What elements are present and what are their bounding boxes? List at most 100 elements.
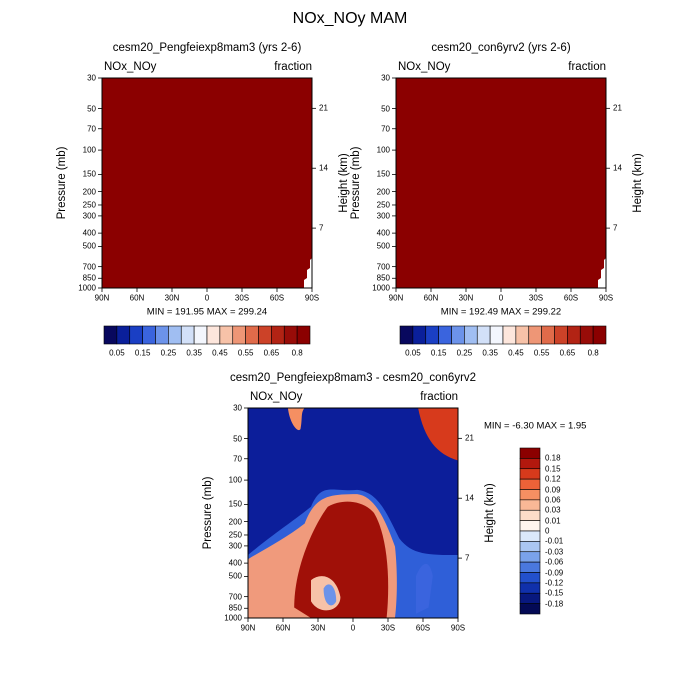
colorbar-swatch — [425, 325, 439, 345]
missing-data-region — [304, 258, 312, 288]
colorbar-swatch — [489, 325, 504, 345]
colorbar-swatch — [519, 478, 541, 490]
colorbar-swatch — [258, 325, 272, 345]
colorbar-swatch — [519, 509, 541, 521]
y2-tick-label: 14 — [465, 493, 474, 503]
y-tick-label: 70 — [233, 454, 242, 464]
y2-tick-label: 7 — [465, 553, 470, 563]
negative-anomaly-south — [416, 563, 433, 614]
colorbar-label: 0.8 — [291, 348, 303, 358]
colorbar-swatch — [519, 458, 541, 470]
panel-2 — [392, 77, 610, 292]
y-tick-label: 70 — [87, 124, 96, 134]
colorbar-swatch — [296, 325, 311, 345]
colorbar-label: 0.45 — [508, 348, 524, 358]
colorbar-swatch — [168, 325, 182, 345]
y-tick-label: 100 — [228, 475, 242, 485]
colorbar-swatch — [579, 325, 594, 345]
colorbar-swatch — [519, 468, 541, 480]
y2-axis-title: Height (km) — [484, 483, 496, 543]
y-tick-label: 400 — [82, 228, 96, 238]
colorbar-label: 0.03 — [545, 505, 561, 515]
y-tick-label: 250 — [376, 200, 390, 210]
colorbar-swatch — [519, 572, 541, 584]
colorbar-swatch — [519, 541, 541, 553]
y-tick-label: 850 — [82, 273, 96, 283]
y-tick-label: 200 — [376, 187, 390, 197]
colorbar-label: -0.09 — [545, 568, 564, 577]
plot-field — [102, 78, 312, 288]
y-tick-label: 30 — [381, 73, 390, 83]
colorbar-label: 0.8 — [587, 348, 599, 358]
colorbar-swatch — [519, 499, 541, 511]
y-tick-label: 50 — [233, 434, 242, 444]
colorbar-swatch — [519, 603, 541, 615]
y2-tick-label: 7 — [613, 223, 618, 233]
y-tick-label: 250 — [228, 530, 242, 540]
x-tick-label: 30N — [310, 623, 326, 633]
x-tick-label: 0 — [498, 293, 504, 303]
y-axis-title: Pressure (mb) — [202, 476, 214, 550]
y-tick-label: 200 — [82, 187, 96, 197]
panel-3 — [244, 407, 462, 622]
y-tick-label: 100 — [376, 145, 390, 155]
y2-tick-label: 14 — [613, 163, 622, 173]
colorbar-label: 0.15 — [134, 348, 151, 358]
colorbar-swatch — [515, 325, 530, 345]
colorbar-swatch — [519, 447, 541, 459]
y-tick-label: 200 — [228, 517, 242, 527]
missing-data-region — [598, 258, 606, 288]
colorbar-swatch — [519, 551, 541, 563]
x-tick-label: 90N — [94, 293, 110, 303]
y-axis-title: Pressure (mb) — [350, 146, 362, 220]
colorbar-label: -0.06 — [545, 557, 564, 567]
colorbar-label: -0.18 — [545, 599, 564, 609]
units-label: fraction — [274, 61, 312, 73]
colorbar-swatch — [155, 325, 169, 345]
colorbar-swatch — [412, 325, 427, 345]
colorbar — [103, 325, 311, 345]
units-label: fraction — [568, 61, 606, 73]
y-tick-label: 150 — [82, 169, 96, 179]
x-tick-label: 90N — [388, 293, 404, 303]
y-tick-label: 50 — [381, 104, 390, 114]
colorbar-label: 0.55 — [533, 348, 550, 358]
x-tick-label: 90S — [598, 293, 614, 303]
colorbar-swatch — [554, 325, 568, 345]
y-tick-label: 50 — [87, 104, 96, 114]
panel-title: cesm20_Pengfeiexp8mam3 (yrs 2-6) — [112, 42, 302, 54]
colorbar-label: 0.45 — [212, 348, 228, 358]
colorbar-swatch — [451, 325, 465, 345]
colorbar-label: -0.01 — [545, 536, 564, 546]
y-tick-label: 1000 — [224, 613, 242, 623]
colorbar-swatch — [142, 325, 156, 345]
colorbar-label: 0.09 — [545, 485, 561, 494]
y-tick-label: 1000 — [372, 283, 390, 293]
y-tick-label: 150 — [228, 499, 242, 509]
units-label: fraction — [420, 391, 458, 403]
y2-axis-title: Height (km) — [338, 153, 350, 213]
colorbar-label: 0.12 — [545, 474, 561, 484]
colorbar-label: 0.65 — [559, 348, 576, 358]
colorbar-label: 0.55 — [237, 348, 254, 358]
colorbar-label: 0.01 — [545, 516, 561, 526]
negative-anomaly-patch — [323, 584, 337, 606]
colorbar-swatch — [193, 325, 208, 345]
y2-tick-label: 21 — [613, 103, 622, 113]
x-tick-label: 30S — [234, 293, 250, 303]
x-tick-label: 60S — [269, 293, 285, 303]
y-tick-label: 400 — [228, 558, 242, 568]
y-tick-label: 500 — [82, 241, 96, 251]
x-tick-label: 30S — [528, 293, 544, 303]
min-max-label: MIN = -6.30 MAX = 1.95 — [484, 420, 587, 432]
colorbar-swatch — [519, 520, 541, 532]
colorbar-label: 0.25 — [456, 348, 473, 358]
colorbar-label: -0.15 — [545, 588, 564, 598]
colorbar-label: 0 — [545, 526, 550, 536]
colorbar-swatch — [464, 325, 478, 345]
x-tick-label: 60S — [415, 623, 431, 633]
y-tick-label: 30 — [233, 403, 242, 413]
colorbar-label: -0.12 — [545, 578, 564, 588]
variable-label: NOx_NOy — [398, 61, 451, 73]
colorbar-swatch — [116, 325, 131, 345]
